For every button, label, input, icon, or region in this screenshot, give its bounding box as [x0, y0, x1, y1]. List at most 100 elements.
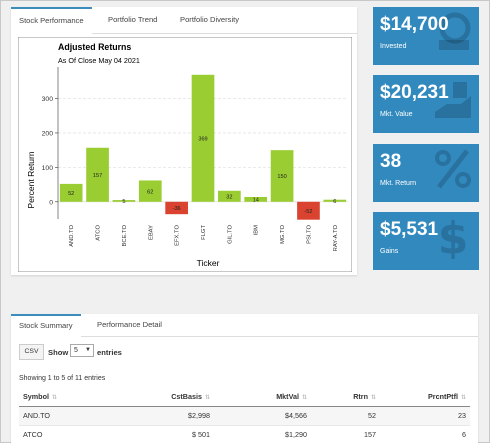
x-tick-label: BCE.TO: [122, 225, 128, 247]
top-tab-bar: Stock Performance Portfolio Trend Portfo…: [11, 7, 357, 35]
value-box-market-return: 38 Mkt. Return: [373, 144, 479, 202]
bar-value-label: 52: [68, 191, 74, 197]
bar-value-label: 14: [253, 198, 259, 204]
tab-portfolio-diversity[interactable]: Portfolio Diversity: [180, 15, 240, 24]
cell-prcntptfl: 6: [380, 425, 470, 443]
page-length-select[interactable]: 5 ▼: [70, 344, 94, 357]
bar-mg-to: [270, 150, 294, 202]
market-return-label: Mkt. Return: [380, 180, 417, 187]
bottom-tab-bar: Stock Summary Performance Detail: [11, 314, 478, 338]
gains-label: Gains: [380, 248, 399, 255]
y-axis-label: Percent Return: [26, 151, 36, 208]
x-tick-label: GIL.TO: [227, 225, 233, 244]
bar-value-label: 5: [122, 199, 125, 205]
tab-portfolio-trend[interactable]: Portfolio Trend: [108, 15, 158, 24]
bars: 52 157 5 62 -36 369 32 14 150 -52 6: [59, 74, 347, 220]
bar-value-label: 157: [93, 173, 102, 179]
bar-gil-to: [218, 190, 241, 202]
bar-efx-to: [165, 201, 188, 215]
bar-bce-to: [112, 200, 136, 202]
tab-performance-detail[interactable]: Performance Detail: [97, 320, 162, 329]
table-row[interactable]: ATCO $ 501 $1,290 157 6: [19, 425, 470, 443]
bar-ibm: [244, 196, 268, 202]
x-tick-label: AND.TO: [69, 225, 75, 247]
cell-prcntptfl: 23: [380, 406, 470, 426]
value-box-gains: $ $5,531 Gains: [373, 212, 479, 270]
value-box-market-value: $20,231 Mkt. Value: [373, 75, 479, 133]
returns-chart: Adjusted Returns As Of Close May 04 2021…: [18, 37, 352, 272]
table-info: Showing 1 to 5 of 11 entries: [19, 375, 106, 382]
x-tick-label: ATCO: [96, 225, 102, 241]
cell-symbol: ATCO: [19, 425, 119, 443]
csv-button[interactable]: CSV: [19, 344, 44, 360]
col-header-prcntptfl[interactable]: PrcntPtfl ⇅: [380, 387, 470, 407]
x-axis-label: Ticker: [197, 258, 220, 268]
sort-icon: ⇅: [460, 394, 466, 401]
bar-flgt: [191, 74, 215, 202]
bar-value-label: 62: [147, 189, 153, 195]
x-tick-label: RAY-A.TO: [333, 225, 339, 252]
cell-mktval: $4,566: [214, 406, 311, 426]
sort-icon: ⇅: [370, 394, 376, 401]
y-axis-ticks: 0 100 200 300: [42, 67, 59, 219]
sort-icon: ⇅: [204, 394, 210, 401]
col-header-mktval[interactable]: MktVal ⇅: [214, 387, 311, 407]
x-axis-ticks: AND.TO ATCO BCE.TO EBAY EFX.TO FLGT GIL.TO IBM M…: [69, 225, 339, 252]
entries-label: entries: [97, 348, 122, 357]
x-tick-label: IBM: [254, 225, 260, 235]
table-row[interactable]: AND.TO $2,998 $4,566 52 23: [19, 406, 470, 426]
col-header-cstbasis[interactable]: CstBasis ⇅: [119, 387, 214, 407]
summary-tab-panel: Stock Summary Performance Detail CSV Sho…: [11, 314, 478, 443]
chart-subtitle: As Of Close May 04 2021: [58, 56, 140, 65]
percent-icon: [431, 147, 475, 196]
bar-value-label: -52: [304, 209, 312, 215]
summary-table: Symbol ⇅ CstBasis ⇅ MktVal ⇅ Rtrn ⇅ PrcntPtf…: [19, 387, 470, 443]
col-header-rtrn[interactable]: Rtrn ⇅: [311, 387, 380, 407]
gains-value: $5,531: [380, 219, 439, 240]
bar-value-label: -36: [173, 206, 181, 212]
y-tick-label: 300: [42, 96, 54, 103]
cell-cstbasis: $ 501: [119, 425, 214, 443]
money-hand-icon: [431, 78, 475, 127]
bar-value-label: 369: [198, 136, 207, 142]
value-box-invested: $14,700 Invested: [373, 7, 479, 65]
invested-value: $14,700: [380, 14, 449, 35]
market-return-value: 38: [380, 151, 402, 172]
invested-label: Invested: [380, 43, 407, 50]
cell-rtrn: 157: [311, 425, 380, 443]
tab-stock-summary[interactable]: Stock Summary: [11, 314, 81, 338]
cell-symbol: AND.TO: [19, 406, 119, 426]
x-tick-label: EBAY: [148, 225, 154, 240]
market-value-label: Mkt. Value: [380, 111, 413, 118]
chart-border: [18, 37, 352, 272]
y-tick-label: 0: [49, 199, 53, 206]
chevron-down-icon: ▼: [85, 347, 91, 353]
chart-title: Adjusted Returns: [58, 42, 131, 52]
y-tick-label: 100: [42, 165, 54, 172]
sort-icon: ⇅: [301, 394, 307, 401]
market-value: $20,231: [380, 82, 449, 103]
bar-atco: [86, 147, 109, 202]
col-header-symbol[interactable]: Symbol ⇅: [19, 387, 119, 407]
tab-stock-performance[interactable]: Stock Performance: [11, 7, 92, 35]
bar-and-to: [59, 183, 83, 202]
table-header-row: Symbol ⇅ CstBasis ⇅ MktVal ⇅ Rtrn ⇅ PrcntPtf…: [19, 387, 470, 407]
performance-tab-panel: Stock Performance Portfolio Trend Portfo…: [11, 7, 357, 275]
page-length-value: 5: [74, 347, 78, 354]
bar-value-label: 32: [226, 194, 232, 200]
bank-icon: [431, 10, 475, 59]
bar-value-label: 150: [277, 174, 286, 180]
x-tick-label: FLGT: [201, 225, 207, 240]
bar-ray-a-to: [323, 199, 347, 202]
show-label: Show: [48, 348, 69, 357]
x-tick-label: MG.TO: [280, 225, 286, 244]
y-tick-label: 200: [42, 130, 54, 137]
bar-ebay: [138, 180, 162, 202]
svg-text:$: $: [438, 215, 469, 259]
bar-psi-to: [297, 201, 320, 220]
x-tick-label: EFX.TO: [175, 225, 181, 246]
bar-value-label: 6: [333, 199, 336, 205]
sort-icon: ⇅: [51, 394, 57, 401]
dollar-icon: $: [431, 213, 475, 264]
cell-mktval: $1,290: [214, 425, 311, 443]
